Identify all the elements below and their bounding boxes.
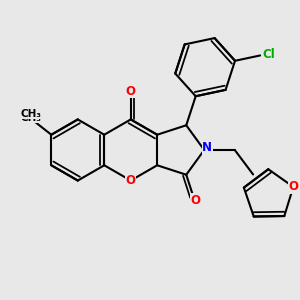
Text: O: O xyxy=(126,174,136,187)
Text: O: O xyxy=(126,85,136,98)
Text: N: N xyxy=(202,141,212,154)
Text: O: O xyxy=(190,194,200,207)
Text: CH₃: CH₃ xyxy=(21,112,42,123)
Text: O: O xyxy=(288,180,298,193)
Text: CH₃: CH₃ xyxy=(21,109,42,119)
Text: Cl: Cl xyxy=(263,48,275,61)
